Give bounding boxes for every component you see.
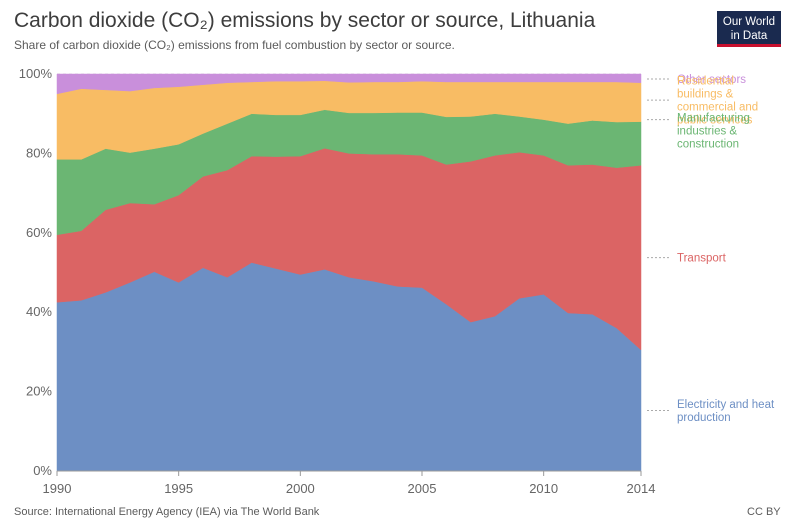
x-tick-label: 1995 xyxy=(164,481,193,496)
legend-label: Manufacturing xyxy=(677,113,750,125)
area-other[interactable] xyxy=(56,73,642,95)
legend-label: commercial and xyxy=(677,102,758,114)
x-tick-label: 2010 xyxy=(529,481,558,496)
legend-label: industries & xyxy=(677,126,737,138)
y-tick-label: 40% xyxy=(26,304,52,319)
our-world-in-data-logo[interactable]: Our World in Data xyxy=(717,11,781,47)
chart-subtitle: Share of carbon dioxide (CO₂) emissions … xyxy=(14,38,455,52)
legend-label: Electricity and heat xyxy=(677,399,775,411)
license-link[interactable]: CC BY xyxy=(747,506,781,518)
x-tick-label: 1990 xyxy=(43,481,72,496)
legend-label: Residential xyxy=(677,76,734,88)
chart-title: Carbon dioxide (CO₂) emissions by sector… xyxy=(14,9,596,32)
legend-item-other[interactable]: Other sectors xyxy=(647,74,746,86)
legend-label: Transport xyxy=(677,253,727,265)
x-tick-label: 2000 xyxy=(286,481,315,496)
legend-item-transport[interactable]: Transport xyxy=(647,253,727,265)
y-tick-label: 100% xyxy=(19,66,53,81)
logo-line-2: in Data xyxy=(730,30,768,42)
y-tick-label: 80% xyxy=(26,145,52,160)
area-series xyxy=(56,73,642,472)
x-tick-label: 2005 xyxy=(408,481,437,496)
legend-label: buildings & xyxy=(677,89,734,101)
logo-line-1: Our World xyxy=(722,16,776,28)
legend-label: construction xyxy=(677,139,739,151)
x-tick-label: 2014 xyxy=(627,481,656,496)
y-tick-label: 0% xyxy=(33,463,52,478)
y-tick-label: 60% xyxy=(26,225,52,240)
legend-label: Other sectors xyxy=(677,74,746,86)
legend-label: production xyxy=(677,412,731,424)
axes: 0% 20% 40% 60% 80% 100% 1990 1995 2000 2005 2010 20… xyxy=(19,66,656,496)
source-note[interactable]: Source: International Energy Agency (IEA… xyxy=(14,506,320,518)
legend-label: public services xyxy=(677,115,753,127)
y-tick-label: 20% xyxy=(26,384,52,399)
